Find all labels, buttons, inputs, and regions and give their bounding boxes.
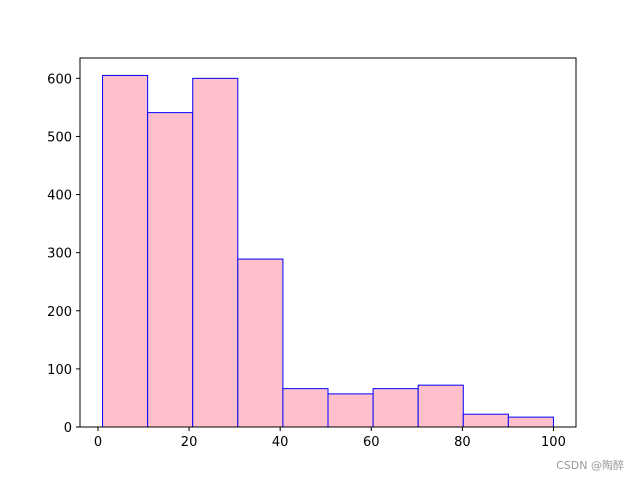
watermark: CSDN @陶醉 bbox=[556, 458, 624, 472]
y-tick-label: 500 bbox=[47, 130, 72, 145]
x-tick-label: 0 bbox=[94, 435, 102, 450]
bar bbox=[282, 388, 329, 428]
x-tick-label: 100 bbox=[541, 435, 566, 450]
bar bbox=[327, 393, 374, 428]
y-tick-label: 100 bbox=[47, 363, 72, 378]
y-tick-label: 600 bbox=[47, 72, 72, 87]
bar bbox=[102, 74, 149, 428]
x-tick-label: 80 bbox=[454, 435, 471, 450]
x-tick-label: 20 bbox=[181, 435, 198, 450]
y-tick-label: 300 bbox=[47, 247, 72, 262]
bar bbox=[147, 112, 194, 428]
y-tick-label: 400 bbox=[47, 189, 72, 204]
x-tick-label: 60 bbox=[363, 435, 380, 450]
bar bbox=[417, 384, 464, 428]
bar bbox=[462, 413, 509, 428]
bar bbox=[372, 388, 419, 428]
x-tick-label: 40 bbox=[272, 435, 289, 450]
y-tick-label: 0 bbox=[64, 421, 72, 436]
bar bbox=[192, 77, 239, 428]
bar bbox=[507, 416, 554, 428]
y-tick-label: 200 bbox=[47, 305, 72, 320]
axes-frame bbox=[79, 57, 577, 428]
bar bbox=[237, 258, 284, 428]
